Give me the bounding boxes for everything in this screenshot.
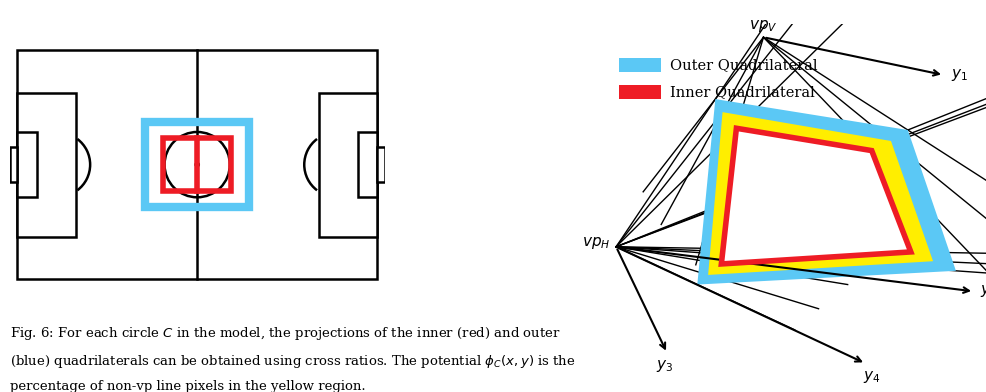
Bar [318,93,378,237]
Bar [358,132,378,197]
Bar [378,147,385,183]
Polygon shape [708,112,933,275]
Bar [146,122,248,207]
Text: Outer Quadrilateral: Outer Quadrilateral [670,58,817,72]
Polygon shape [722,128,911,264]
Bar [619,85,662,99]
Bar [619,58,662,72]
Text: (blue) quadrilaterals can be obtained using cross ratios. The potential $\phi_C(: (blue) quadrilaterals can be obtained us… [10,353,576,370]
Circle shape [195,163,199,167]
Bar [17,93,76,237]
Polygon shape [697,99,956,285]
Text: percentage of non-vp line pixels in the yellow region.: percentage of non-vp line pixels in the … [10,380,366,392]
Text: $vp_H$: $vp_H$ [582,235,610,251]
Text: $y_2$: $y_2$ [980,283,986,299]
Text: $y_4$: $y_4$ [863,369,880,385]
Text: $y_1$: $y_1$ [951,67,968,83]
Bar [10,147,17,183]
Bar [17,132,36,197]
Text: Inner Quadrilateral: Inner Quadrilateral [670,85,815,99]
Text: Fig. 6: For each circle $C$ in the model, the projections of the inner (red) and: Fig. 6: For each circle $C$ in the model… [10,325,561,342]
Text: $vp_V$: $vp_V$ [749,18,778,34]
Bar [164,138,231,191]
Text: $y_3$: $y_3$ [656,358,672,374]
